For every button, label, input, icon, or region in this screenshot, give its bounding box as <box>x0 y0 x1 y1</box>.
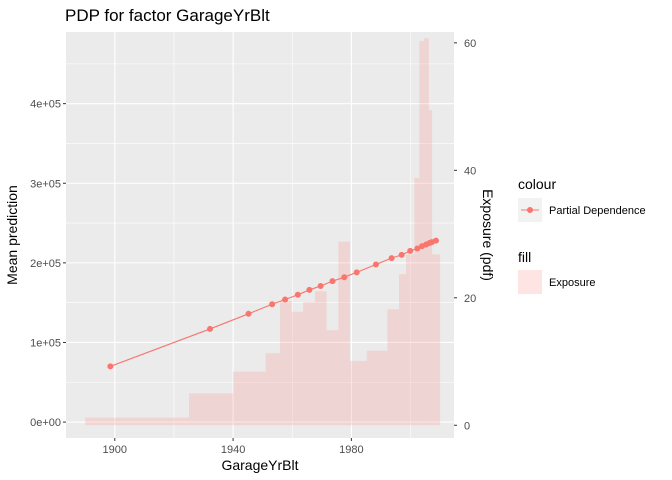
exposure-histogram <box>85 38 441 426</box>
histogram-bar <box>387 309 399 426</box>
secondary-y-axis-title: Exposure (pdf) <box>480 189 496 281</box>
y-tick-label: 3e+05 <box>30 178 61 190</box>
partial-dependence-point <box>329 278 336 285</box>
legend-fill-title: fill <box>518 249 531 265</box>
y2-tick-label: 60 <box>464 38 476 50</box>
legend-colour-label: Partial Dependence <box>549 205 646 217</box>
y-axis-ticks: 0e+00 1e+05 2e+05 3e+05 4e+05 <box>30 99 66 429</box>
y2-tick-label: 20 <box>464 293 476 305</box>
partial-dependence-point <box>282 296 289 303</box>
histogram-bar <box>189 393 234 426</box>
histogram-bar <box>414 177 420 426</box>
partial-dependence-point <box>414 245 421 252</box>
y-tick-label: 0e+00 <box>30 417 61 429</box>
partial-dependence-point <box>245 310 252 317</box>
y-tick-label: 1e+05 <box>30 337 61 349</box>
minor-gridlines <box>66 32 454 438</box>
partial-dependence-point <box>306 286 313 293</box>
histogram-bar <box>349 360 367 426</box>
histogram-bar <box>303 302 316 426</box>
histogram-bar <box>265 353 281 426</box>
histogram-bar <box>398 274 407 426</box>
partial-dependence-point <box>372 261 379 268</box>
partial-dependence-point <box>294 291 301 298</box>
partial-dependence-point <box>353 269 360 276</box>
histogram-bar <box>233 371 266 426</box>
histogram-bar <box>85 417 190 426</box>
legend-colour-title: colour <box>518 176 556 192</box>
partial-dependence-point <box>388 255 395 262</box>
legend-fill-label: Exposure <box>549 277 595 289</box>
partial-dependence-point <box>269 301 276 308</box>
partial-dependence-point <box>317 282 324 289</box>
histogram-bar <box>338 241 350 426</box>
partial-dependence-point <box>341 274 348 281</box>
y2-tick-label: 40 <box>464 165 476 177</box>
partial-dependence-point <box>432 237 439 244</box>
histogram-bar <box>432 254 441 426</box>
y2-tick-label: 0 <box>464 420 470 432</box>
secondary-y-axis-ticks: 0 20 40 60 <box>454 38 476 432</box>
histogram-bar <box>280 300 292 426</box>
histogram-bar <box>315 291 327 426</box>
partial-dependence-point <box>207 325 214 332</box>
y-tick-label: 4e+05 <box>30 99 61 111</box>
y-tick-label: 2e+05 <box>30 258 61 270</box>
legend-point-key <box>527 207 533 213</box>
legend: colour Partial Dependence fill Exposure <box>518 176 646 294</box>
x-axis-ticks: 1900 1940 1980 <box>103 438 364 456</box>
x-axis-title: GarageYrBlt <box>221 457 298 473</box>
x-tick-label: 1980 <box>339 444 363 456</box>
major-gridlines <box>66 32 454 438</box>
histogram-bar <box>326 330 339 426</box>
histogram-bar <box>419 40 425 426</box>
histogram-bar <box>428 110 433 426</box>
y-axis-title: Mean prediction <box>4 185 20 285</box>
chart-title: PDP for factor GarageYrBlt <box>65 6 270 25</box>
histogram-bar <box>406 254 415 426</box>
histogram-bar <box>291 311 304 426</box>
histogram-bar <box>366 350 388 426</box>
legend-fill-key <box>518 270 542 294</box>
partial-dependence-point <box>398 251 405 258</box>
partial-dependence-point <box>407 247 414 254</box>
plot-panel <box>66 32 454 438</box>
x-tick-label: 1900 <box>103 444 127 456</box>
x-tick-label: 1940 <box>221 444 245 456</box>
partial-dependence-series <box>107 237 439 370</box>
histogram-bar <box>424 38 429 426</box>
partial-dependence-point <box>107 363 114 370</box>
